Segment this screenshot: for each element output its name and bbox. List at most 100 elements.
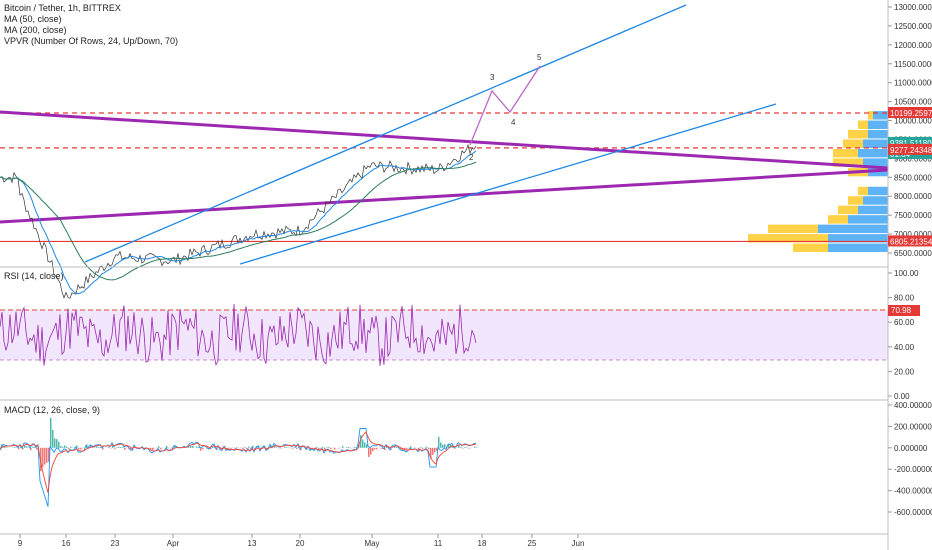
ma200-legend[interactable]: MA (200, close): [4, 25, 67, 35]
macd-histogram-bar: [334, 447, 336, 450]
volume-bar-down: [838, 205, 858, 215]
rsi-tick-label: 0.00: [894, 392, 910, 401]
macd-histogram-bar: [314, 447, 316, 450]
price-tick-label: 6500.000000: [894, 249, 932, 258]
rsi-axis[interactable]: 100.00 80.00 60.00 40.00 20.00 0.00: [888, 269, 919, 401]
macd-histogram-bar: [30, 447, 32, 451]
volume-bar-down: [858, 120, 868, 129]
macd-histogram-bar: [56, 439, 58, 448]
macd-histogram-bar: [32, 446, 34, 448]
macd-histogram-bar: [422, 447, 424, 449]
rsi-tick-label: 20.00: [894, 367, 915, 376]
macd-histogram-bar: [170, 447, 172, 449]
macd-histogram-bar: [372, 447, 374, 452]
macd-histogram-bar: [112, 445, 114, 448]
main-panel[interactable]: 2 3 4 5: [0, 4, 889, 299]
macd-histogram-bar: [380, 447, 382, 449]
macd-histogram-bar: [206, 447, 208, 449]
volume-bar-up: [818, 224, 888, 234]
time-tick-label: Jun: [572, 539, 585, 548]
macd-legend[interactable]: MACD (12, 26, close, 9): [4, 405, 100, 416]
macd-histogram-bar: [202, 447, 204, 450]
macd-histogram-bar: [296, 447, 298, 449]
time-tick-label: 16: [62, 539, 71, 548]
macd-histogram-bar: [26, 446, 28, 448]
macd-histogram-bar: [90, 445, 92, 448]
macd-histogram-bar: [96, 446, 98, 448]
macd-histogram-bar: [68, 447, 70, 450]
macd-histogram-bar: [108, 447, 110, 448]
macd-histogram-bar: [286, 447, 288, 448]
macd-histogram-bar: [322, 446, 324, 448]
price-tick-label: 10000.000000: [894, 117, 932, 126]
volume-bar-down: [793, 243, 828, 252]
volume-bar-up: [828, 243, 888, 252]
price-tick-label: 7000.000000: [894, 230, 932, 239]
macd-histogram-bar: [330, 447, 332, 450]
time-tick-label: 18: [478, 539, 487, 548]
macd-histogram-bar: [436, 447, 438, 451]
macd-histogram-bar: [318, 447, 320, 450]
vpvr-legend[interactable]: VPVR (Number Of Rows, 24, Up/Down, 70): [4, 36, 179, 46]
macd-histogram-bar: [452, 445, 454, 448]
macd-histogram-bar: [150, 447, 152, 450]
channel-lower: [239, 103, 777, 265]
macd-axis[interactable]: 400.000000 200.000000 0.000000 -200.000000 -…: [888, 401, 932, 517]
volume-bar-up: [848, 215, 888, 224]
macd-histogram-bar: [338, 447, 340, 449]
volume-bar-down: [843, 139, 863, 148]
macd-histogram-bar: [14, 446, 16, 448]
rsi-tick-label: 60.00: [894, 318, 915, 327]
main-legend: Bitcoin / Tether, 1h, BITTREX MA (50, cl…: [4, 3, 178, 47]
macd-histogram-bar: [244, 447, 246, 448]
price-tag-bg: [888, 235, 932, 247]
wave-label: 5: [537, 53, 542, 62]
rsi-panel[interactable]: [0, 303, 888, 367]
macd-histogram-bar: [44, 447, 46, 465]
macd-histogram-bar: [36, 447, 38, 450]
macd-histogram-bar: [92, 446, 94, 448]
macd-histogram-bar: [114, 447, 116, 449]
macd-histogram-bar: [4, 446, 6, 448]
time-tick-label: 9: [18, 539, 23, 548]
macd-histogram-bar: [310, 447, 312, 451]
macd-histogram-bar: [394, 446, 396, 448]
price-axis[interactable]: 13000.000000 12500.000000 12000.000000 1150…: [888, 3, 932, 258]
price-tag: 9381.51180: [890, 139, 932, 148]
ma50-line: [0, 150, 477, 295]
macd-histogram-bar: [102, 447, 104, 450]
volume-bar-up: [863, 196, 888, 205]
rsi-label[interactable]: RSI (14, close): [4, 271, 64, 281]
volume-bar-up: [858, 205, 888, 215]
volume-bar-up: [868, 130, 888, 139]
price-tick-label: 7500.000000: [894, 211, 932, 220]
macd-histogram-bar: [18, 447, 20, 450]
time-axis[interactable]: 9 16 23 Apr 13 20 May 11 18 25 Jun: [18, 534, 585, 548]
macd-histogram-bar: [434, 447, 436, 453]
volume-bar-up: [828, 234, 888, 243]
macd-histogram-bar: [196, 446, 198, 448]
macd-label[interactable]: MACD (12, 26, close, 9): [4, 405, 101, 415]
ma50-legend[interactable]: MA (50, close): [4, 14, 62, 24]
macd-histogram-bar: [60, 446, 62, 448]
macd-histogram-bar: [464, 447, 466, 448]
macd-histogram-bar: [354, 446, 356, 448]
rsi-line: [0, 303, 477, 367]
macd-histogram-bar: [70, 446, 72, 448]
price-tag: 6805.21354: [890, 237, 932, 246]
macd-histogram-bar: [228, 447, 230, 449]
macd-tick-label: -200.000000: [894, 465, 932, 474]
macd-histogram-bar: [250, 447, 252, 449]
macd-histogram-bar: [462, 447, 464, 449]
price-tick-label: 8000.000000: [894, 192, 932, 201]
macd-histogram-bar: [50, 417, 52, 448]
symbol-title[interactable]: Bitcoin / Tether, 1h, BITTREX: [4, 3, 121, 13]
macd-histogram-bar: [62, 446, 64, 448]
rsi-legend[interactable]: RSI (14, close): [4, 271, 64, 282]
macd-panel[interactable]: [0, 417, 478, 507]
volume-bar-down: [748, 234, 828, 243]
macd-histogram-bar: [58, 441, 60, 448]
macd-histogram-bar: [320, 447, 322, 449]
volume-bar-up: [863, 158, 888, 167]
